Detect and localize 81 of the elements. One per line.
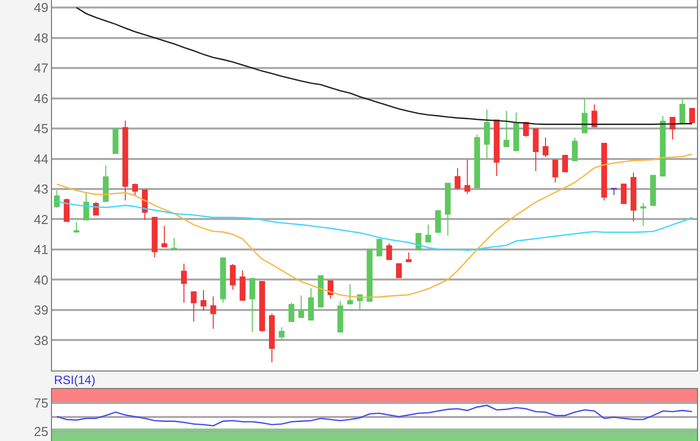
candlestick — [161, 225, 168, 248]
candlestick — [444, 182, 451, 236]
candlestick — [435, 210, 441, 233]
candlestick — [347, 284, 353, 304]
candlestick — [132, 183, 138, 196]
candlestick — [552, 159, 558, 183]
candlestick — [670, 116, 676, 140]
y-tick-label: 44 — [34, 151, 48, 166]
y-tick-label: 47 — [34, 60, 48, 76]
candlestick — [620, 184, 627, 204]
candlestick — [122, 120, 128, 201]
candlestick — [660, 115, 666, 176]
candlestick — [171, 237, 178, 250]
candlestick — [318, 275, 324, 308]
line-series — [56, 154, 693, 298]
candlestick — [328, 280, 334, 299]
candlestick — [484, 108, 490, 160]
y-tick-label: 42 — [34, 212, 48, 227]
candlestick — [54, 190, 60, 208]
candlestick — [504, 110, 510, 148]
candlestick — [298, 294, 304, 318]
candlestick — [112, 128, 118, 154]
candlestick — [181, 263, 187, 304]
candlestick — [376, 238, 382, 256]
candlestick — [74, 222, 80, 233]
candlestick — [454, 168, 460, 190]
y-tick-label: 49 — [34, 0, 48, 16]
y-tick-label: 39 — [34, 302, 48, 318]
y-tick-label: 45 — [34, 121, 48, 136]
candlestick — [562, 154, 568, 172]
candlestick — [396, 263, 402, 278]
candlestick — [83, 192, 90, 220]
candlestick — [601, 142, 608, 201]
candlestick — [640, 202, 646, 226]
y-tick-label: 43 — [34, 182, 48, 197]
candlestick — [630, 172, 636, 222]
candlestick — [200, 290, 206, 312]
line-series — [56, 404, 693, 426]
y-tick-label: 25 — [34, 424, 48, 439]
line-series — [56, 200, 693, 252]
candlestick — [366, 248, 373, 302]
candlestick — [259, 281, 266, 333]
y-tick-label: 41 — [34, 242, 48, 258]
candlestick — [523, 122, 529, 138]
candlestick — [650, 174, 656, 206]
candlestick — [230, 264, 236, 290]
candlestick — [152, 216, 158, 258]
y-tick-label: 75 — [34, 396, 48, 411]
candlestick — [464, 159, 470, 194]
candlestick — [532, 128, 539, 172]
chart-title: RSI(14) — [54, 373, 96, 387]
line-series — [76, 6, 693, 125]
candlestick — [474, 134, 480, 188]
candlestick — [406, 252, 412, 263]
candlestick — [220, 256, 226, 304]
y-tick-label: 38 — [34, 332, 48, 348]
candlestick — [513, 112, 520, 152]
candlestick — [249, 277, 256, 333]
candlestick — [210, 296, 216, 330]
candlestick — [611, 188, 617, 196]
candlestick — [278, 326, 285, 341]
candlestick — [190, 290, 197, 322]
candlestick — [416, 232, 422, 250]
candlestick — [308, 288, 314, 320]
y-tick-label: 46 — [34, 90, 48, 106]
candlestick — [425, 224, 432, 244]
candlestick — [64, 198, 70, 222]
candlestick — [240, 270, 246, 301]
candlestick — [288, 302, 294, 322]
y-tick-label: 48 — [34, 30, 48, 46]
candlestick — [386, 242, 392, 260]
candlestick — [591, 104, 598, 128]
candlestick — [494, 118, 500, 176]
y-tick-label: 40 — [34, 272, 48, 288]
candlestick — [102, 164, 109, 202]
candlestick — [572, 137, 578, 162]
candlestick — [582, 98, 588, 134]
candlestick — [268, 313, 275, 363]
candlestick — [689, 108, 696, 123]
candlestick — [542, 137, 548, 158]
candlestick — [337, 300, 344, 333]
